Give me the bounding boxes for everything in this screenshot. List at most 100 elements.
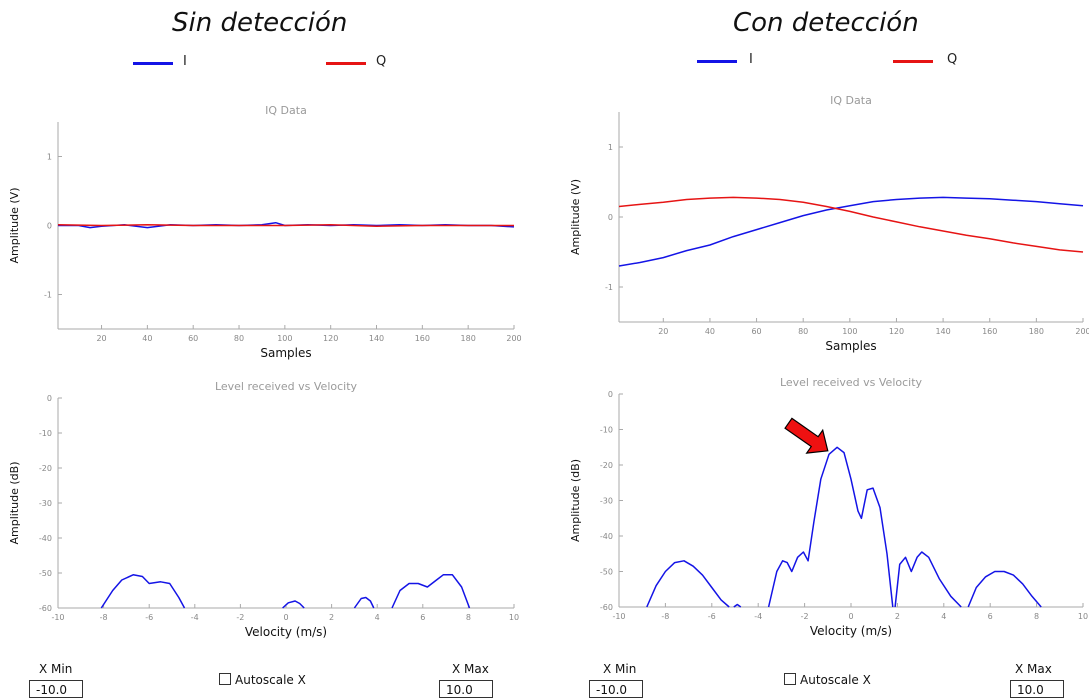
- autoscale-x-label: Autoscale X: [800, 673, 871, 687]
- x-tick-label: 100: [842, 327, 857, 336]
- x-min-input[interactable]: -10.0: [589, 680, 643, 698]
- x-tick-label: 40: [705, 327, 715, 336]
- y-tick-label: 1: [47, 153, 52, 162]
- autoscale-x-label: Autoscale X: [235, 673, 306, 687]
- x-tick-label: 40: [142, 334, 152, 343]
- x-tick-label: 4: [375, 613, 380, 622]
- x-tick-label: 0: [283, 613, 288, 622]
- x-tick-label: 80: [798, 327, 808, 336]
- series-line-level: [100, 574, 186, 609]
- x-tick-label: 20: [96, 334, 106, 343]
- x-min-input[interactable]: -10.0: [29, 680, 83, 698]
- x-tick-label: 10: [509, 613, 519, 622]
- series-line-level: [967, 570, 1042, 608]
- series-line-q: [57, 224, 514, 227]
- x-tick-label: 160: [982, 327, 997, 336]
- x-tick-label: -8: [100, 613, 108, 622]
- red-arrow-icon: [784, 417, 829, 454]
- x-tick-label: -10: [612, 612, 625, 621]
- chart-title: Level received vs Velocity: [780, 376, 923, 389]
- y-tick-label: -20: [39, 464, 52, 473]
- checkbox-box[interactable]: [219, 673, 231, 685]
- x-tick-label: 120: [889, 327, 904, 336]
- x-tick-label: 20: [658, 327, 668, 336]
- velocity-chart-left: Level received vs Velocity -10 -8 -6 -4 -2 0 2 4…: [8, 380, 519, 639]
- legend-label-i: I: [183, 54, 187, 69]
- series-line-level: [646, 560, 730, 608]
- series-line-level: [733, 603, 742, 608]
- legend-swatch-q: [326, 62, 366, 65]
- y-tick-label: -40: [600, 532, 613, 541]
- x-axis-label: Samples: [260, 346, 311, 360]
- x-tick-label: 6: [420, 613, 425, 622]
- legend-swatch-i: [133, 62, 173, 65]
- y-tick-label: -10: [39, 429, 52, 438]
- x-tick-label: -4: [191, 613, 199, 622]
- y-tick-label: -30: [600, 497, 613, 506]
- x-axis-label: Velocity (m/s): [810, 624, 892, 638]
- series-line-level: [894, 551, 962, 608]
- x-tick-label: 80: [234, 334, 244, 343]
- legend-swatch-q: [893, 60, 933, 63]
- x-axis-label: Velocity (m/s): [245, 625, 327, 639]
- y-tick-label: 0: [608, 390, 613, 399]
- series-line-level: [767, 446, 894, 608]
- y-tick-label: 0: [47, 394, 52, 403]
- y-tick-label: -1: [605, 283, 613, 292]
- y-tick-label: -20: [600, 461, 613, 470]
- x-max-input[interactable]: 10.0: [1010, 680, 1064, 698]
- y-tick-label: -40: [39, 534, 52, 543]
- x-tick-label: 200: [506, 334, 521, 343]
- x-max-input[interactable]: 10.0: [439, 680, 493, 698]
- panel-title-left: Sin detección: [172, 8, 348, 38]
- y-axis-label: Amplitude (dB): [569, 459, 582, 542]
- y-tick-label: -50: [600, 568, 613, 577]
- x-tick-label: 2: [329, 613, 334, 622]
- x-tick-label: 120: [323, 334, 338, 343]
- x-tick-label: 10: [1078, 612, 1088, 621]
- legend-label-q: Q: [376, 54, 387, 69]
- panel-title-right: Con detección: [733, 8, 919, 38]
- x-max-label: X Max: [1015, 662, 1052, 676]
- legend-swatch-i: [697, 60, 737, 63]
- x-tick-label: 8: [466, 613, 471, 622]
- y-tick-label: -60: [39, 604, 52, 613]
- chart-title: IQ Data: [830, 94, 872, 107]
- checkbox-box[interactable]: [784, 673, 796, 685]
- x-axis-label: Samples: [825, 339, 876, 353]
- legend-label-q: Q: [947, 52, 958, 67]
- iq-chart-right: IQ Data 20 40 60 80 100 120 140 160 180 200 -1 0 1 Sam…: [569, 94, 1089, 353]
- x-tick-label: 160: [415, 334, 430, 343]
- x-tick-label: 8: [1034, 612, 1039, 621]
- x-min-label: X Min: [603, 662, 637, 676]
- x-tick-label: -4: [754, 612, 762, 621]
- x-tick-label: 100: [277, 334, 292, 343]
- x-tick-label: 140: [935, 327, 950, 336]
- x-tick-label: -8: [661, 612, 669, 621]
- chart-title: Level received vs Velocity: [215, 380, 358, 393]
- y-tick-label: -50: [39, 569, 52, 578]
- x-tick-label: 4: [941, 612, 946, 621]
- series-line-level: [391, 574, 471, 609]
- chart-title: IQ Data: [265, 104, 307, 117]
- y-tick-label: -30: [39, 499, 52, 508]
- x-tick-label: 140: [369, 334, 384, 343]
- y-tick-label: 0: [47, 222, 52, 231]
- velocity-chart-right: Level received vs Velocity -10 -8 -6 -4 -2 0 2 4…: [569, 376, 1088, 638]
- x-tick-label: 2: [895, 612, 900, 621]
- y-axis-label: Amplitude (V): [8, 188, 21, 264]
- autoscale-x-checkbox[interactable]: Autoscale X: [219, 673, 306, 687]
- series-line-i: [618, 196, 1084, 267]
- y-tick-label: 1: [608, 143, 613, 152]
- x-tick-label: -6: [145, 613, 153, 622]
- x-tick-label: 60: [751, 327, 761, 336]
- y-tick-label: -60: [600, 603, 613, 612]
- autoscale-x-checkbox[interactable]: Autoscale X: [784, 673, 871, 687]
- x-tick-label: -6: [708, 612, 716, 621]
- y-axis-label: Amplitude (dB): [8, 462, 21, 545]
- x-tick-label: 0: [848, 612, 853, 621]
- x-tick-label: 180: [1029, 327, 1044, 336]
- series-line-q: [618, 196, 1084, 253]
- x-tick-label: -10: [51, 613, 64, 622]
- x-min-label: X Min: [39, 662, 73, 676]
